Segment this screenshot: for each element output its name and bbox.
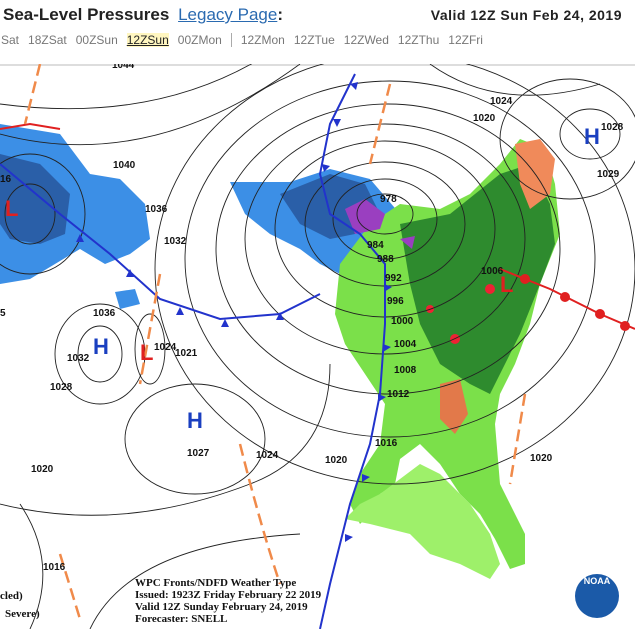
logo-text: NOAA [584, 576, 611, 586]
isobar-label: 996 [387, 296, 404, 307]
pressure-center: L [5, 196, 18, 221]
troughs [23, 64, 527, 620]
isobar-label: 1036 [93, 308, 116, 319]
legend-line: Valid 12Z Sunday February 24, 2019 [135, 601, 308, 613]
legend-line: Forecaster: SNELL [135, 613, 227, 625]
pressure-center: L [500, 272, 513, 297]
isobar-label: 1032 [67, 353, 90, 364]
isobar-label: 1036 [145, 204, 168, 215]
pressure-center: L [140, 340, 153, 365]
isobar-label: 1016 [43, 562, 66, 573]
time-nav: Sat 18ZSat 00ZSun 12ZSun 00ZMon 12ZMon 12ZTue 1… [1, 33, 492, 47]
isobar-label: 1000 [391, 316, 414, 327]
map: 1044104010361032103610321028102410211027… [0, 64, 635, 629]
nav-time[interactable]: 12ZTue [293, 33, 335, 47]
noaa-logo [575, 574, 619, 618]
labels: 1044104010361032103610321028102410211027… [0, 64, 624, 625]
nav-time[interactable]: 18ZSat [28, 33, 67, 47]
nav-time[interactable]: 12ZMon [240, 33, 285, 47]
cold-front [318, 73, 386, 629]
isobar-label: 1032 [164, 236, 187, 247]
pressure-center: H [187, 408, 203, 433]
isobar-label: 992 [385, 273, 402, 284]
isobar-label: 1008 [394, 365, 417, 376]
isobar-label: 1029 [597, 169, 620, 180]
isobar-label: 1020 [473, 113, 496, 124]
precip-snow [115, 289, 140, 309]
isobar-label: 984 [367, 240, 384, 251]
header: Sea-Level Pressures Legacy Page: [3, 5, 283, 25]
nav-time[interactable]: 12ZThu [397, 33, 440, 47]
nav-time[interactable]: 12ZWed [343, 33, 389, 47]
isobar-label: 988 [377, 254, 394, 265]
isobar-label: 978 [380, 194, 397, 205]
isobar-label: 1020 [325, 455, 348, 466]
legend-line: Issued: 1923Z Friday February 22 2019 [135, 589, 322, 601]
nav-time[interactable]: 12ZSun [126, 33, 169, 47]
pressure-center: H [93, 334, 109, 359]
isobar-label: 1028 [601, 122, 624, 133]
isobar-label: 1020 [31, 464, 54, 475]
precip-moderate [400, 164, 555, 394]
isobar-label: 1044 [112, 64, 135, 71]
page-title: Sea-Level Pressures [3, 5, 170, 24]
side-legend: Severe) [5, 608, 40, 620]
side-legend: cled) [0, 590, 23, 602]
nav-divider [230, 33, 232, 47]
isobar-label: 1021 [175, 348, 198, 359]
isobar-label: 1024 [490, 96, 513, 107]
warm-front [0, 122, 61, 130]
isobar-label: 1027 [187, 448, 210, 459]
isobar-label: 1012 [387, 389, 410, 400]
legacy-link[interactable]: Legacy Page [178, 5, 278, 24]
precip-ice [400, 236, 415, 249]
isobar-label: 1006 [481, 266, 504, 277]
precip-light [345, 464, 500, 579]
valid-time: Valid 12Z Sun Feb 24, 2019 [430, 7, 622, 23]
nav-time[interactable]: 00ZMon [177, 33, 222, 47]
isobar-label: 1004 [394, 339, 417, 350]
legend-line: WPC Fronts/NDFD Weather Type [135, 577, 296, 589]
isobar-label: 5 [0, 308, 6, 319]
isobar-label: 1016 [375, 438, 398, 449]
isobar-label: 1028 [50, 382, 73, 393]
front-barbs [76, 82, 392, 542]
precip-ice [345, 199, 385, 234]
front-bumps [520, 274, 630, 331]
pressure-center: H [584, 124, 600, 149]
nav-time[interactable]: 12ZFri [448, 33, 483, 47]
colon: : [277, 5, 283, 24]
nav-time[interactable]: 00ZSun [75, 33, 118, 47]
isobar-label: 16 [0, 174, 12, 185]
isobar-label: 1040 [113, 160, 136, 171]
nav-time[interactable]: Sat [1, 33, 20, 47]
precip-heavy [0, 154, 70, 244]
isobar-label: 1024 [256, 450, 279, 461]
precip-spot [485, 284, 495, 294]
isobar-label: 1020 [530, 453, 553, 464]
isobar-label: 1024 [154, 342, 177, 353]
precip-mixed [440, 379, 468, 434]
